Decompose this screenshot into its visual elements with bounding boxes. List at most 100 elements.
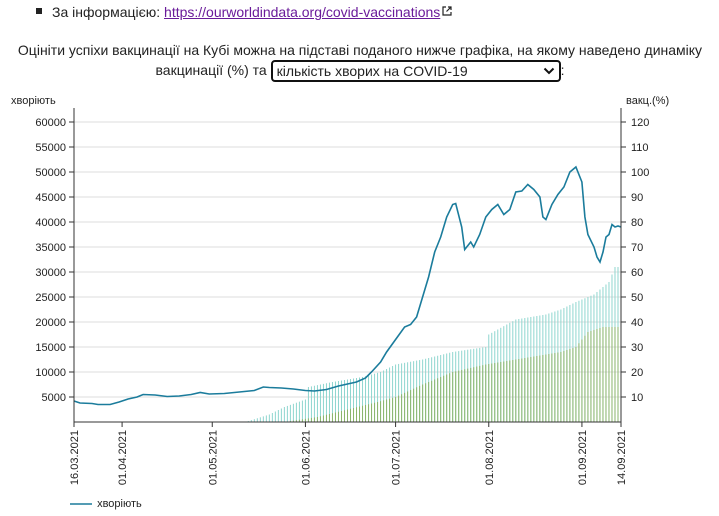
- left-tick-label: 10000: [35, 367, 66, 379]
- vaccinated-total-bar: [268, 414, 270, 422]
- vaccinated-full-bar: [611, 327, 613, 422]
- vaccinated-full-bar: [298, 419, 300, 422]
- vaccinated-full-bar: [356, 407, 358, 422]
- source-link[interactable]: https://ourworldindata.org/covid-vaccina…: [164, 4, 441, 20]
- vaccinated-full-bar: [602, 327, 604, 422]
- vaccinated-full-bar: [599, 328, 601, 422]
- vaccinated-total-bar: [386, 369, 388, 422]
- vaccinated-full-bar: [563, 351, 565, 422]
- vaccinated-total-bar: [310, 386, 312, 422]
- vaccinated-total-bar: [340, 380, 342, 422]
- vaccinated-total-bar: [328, 382, 330, 422]
- vaccinated-full-bar: [485, 364, 487, 422]
- vaccinated-total-bar: [298, 401, 300, 422]
- vaccinated-total-bar: [280, 408, 282, 422]
- left-axis-ticks: 5000 10000 15000 20000 25000 30000 35000 40000 4…: [35, 117, 74, 404]
- chart-legend: хворіють: [70, 498, 142, 510]
- vaccinated-full-bar: [331, 413, 333, 422]
- vaccinated-full-bar: [473, 367, 475, 422]
- vaccinated-total-bar: [343, 380, 345, 422]
- vaccinated-full-bar: [416, 387, 418, 422]
- vaccinated-full-bar: [301, 419, 303, 422]
- vaccinated-full-bar: [572, 348, 574, 422]
- vaccinated-full-bar: [452, 372, 454, 422]
- vaccinated-total-bar: [350, 379, 352, 422]
- vaccinated-full-bar: [316, 417, 318, 422]
- vaccinated-total-bar: [347, 379, 348, 422]
- vaccinated-total-bar: [395, 364, 397, 422]
- vaccinated-full-bar: [578, 343, 580, 422]
- vaccinated-full-bar: [383, 400, 385, 422]
- vaccinated-full-bar: [325, 414, 327, 422]
- vaccinated-full-bar: [476, 366, 478, 422]
- vaccinated-total-bar: [295, 402, 297, 422]
- vaccinated-total-bar: [253, 419, 255, 422]
- vaccinated-full-bar: [449, 373, 451, 422]
- vaccinated-full-bar: [404, 392, 406, 422]
- left-axis-label: хворіють: [11, 95, 56, 107]
- bullet-marker: [36, 8, 42, 15]
- vaccinated-full-bar: [575, 347, 577, 422]
- source-prefix: За інформацією:: [52, 4, 161, 20]
- vaccinated-total-bar: [313, 385, 315, 422]
- vaccinated-full-bar: [551, 353, 553, 422]
- vaccinated-full-bar: [350, 408, 352, 422]
- vaccinated-full-bar: [470, 367, 472, 422]
- vaccinated-total-bar: [262, 416, 264, 422]
- right-tick-label: 20: [631, 367, 643, 379]
- vaccinated-full-bar: [566, 350, 568, 422]
- left-tick-label: 15000: [35, 342, 66, 354]
- vaccinated-full-bar: [527, 357, 529, 422]
- description-colon: :: [560, 62, 565, 78]
- vaccinated-full-bar: [347, 409, 348, 422]
- vaccinated-total-bar: [250, 420, 252, 422]
- metric-select-value: кількість хворих на COVID-19: [276, 63, 468, 80]
- vaccinated-full-bar: [319, 416, 321, 422]
- vaccinated-total-bar: [383, 370, 385, 422]
- vaccinated-full-bar: [605, 327, 607, 422]
- x-tick-label: 01.06.2021: [300, 430, 312, 485]
- vaccinated-full-bar: [614, 327, 616, 422]
- vaccinated-full-bar: [488, 364, 490, 422]
- vaccinated-full-bar: [581, 339, 583, 422]
- vaccinated-full-bar: [419, 385, 421, 422]
- vaccinated-total-bar: [301, 400, 303, 422]
- right-axis-ticks: 10 20 30 40 50 60 70 80 90 100 110 120: [621, 117, 649, 404]
- vaccinated-full-bar: [307, 418, 309, 422]
- vaccinated-full-bar: [431, 380, 433, 422]
- metric-select[interactable]: кількість хворих на COVID-19: [270, 60, 561, 83]
- vaccinated-total-bar: [316, 385, 318, 422]
- left-tick-label: 35000: [35, 242, 66, 254]
- x-tick-label: 16.03.2021: [69, 430, 81, 485]
- vaccinated-full-bar: [446, 374, 448, 422]
- vaccinated-full-bar: [395, 397, 397, 422]
- left-tick-label: 60000: [35, 117, 66, 129]
- vaccinated-full-bar: [362, 405, 364, 422]
- vaccinated-total-bar: [374, 373, 376, 422]
- vaccinated-total-bar: [256, 418, 258, 422]
- vaccinated-full-bar: [494, 363, 496, 422]
- vaccinated-total-bar: [292, 403, 294, 422]
- vaccinated-full-bar: [608, 327, 610, 422]
- vaccinated-total-bar: [331, 382, 333, 422]
- vaccinated-full-bar: [443, 375, 445, 422]
- vaccinated-full-bar: [593, 330, 595, 422]
- vaccinated-total-bar: [362, 377, 364, 422]
- vaccinated-full-bar: [328, 414, 330, 422]
- vaccinated-full-bar: [440, 377, 442, 422]
- vaccinated-full-bar: [377, 402, 379, 422]
- x-tick-label: 01.08.2021: [484, 430, 496, 485]
- vaccinated-full-bar: [425, 383, 427, 422]
- vaccinated-full-bar: [596, 329, 598, 422]
- vaccinated-full-bar: [368, 404, 370, 422]
- right-tick-label: 50: [631, 292, 643, 304]
- vaccinated-full-bar: [500, 362, 502, 422]
- vaccinated-full-bar: [533, 356, 535, 422]
- vaccinated-full-bar: [337, 411, 339, 422]
- vaccinated-total-bar: [359, 377, 361, 422]
- vaccinated-full-bar: [386, 399, 388, 422]
- vaccinated-full-bar: [455, 371, 457, 422]
- vaccinated-full-bar: [467, 368, 469, 422]
- vaccinated-full-bar: [313, 417, 315, 422]
- chart-svg: хворіють вакц.(%) 5000 10000 15000 20000 250…: [11, 95, 669, 485]
